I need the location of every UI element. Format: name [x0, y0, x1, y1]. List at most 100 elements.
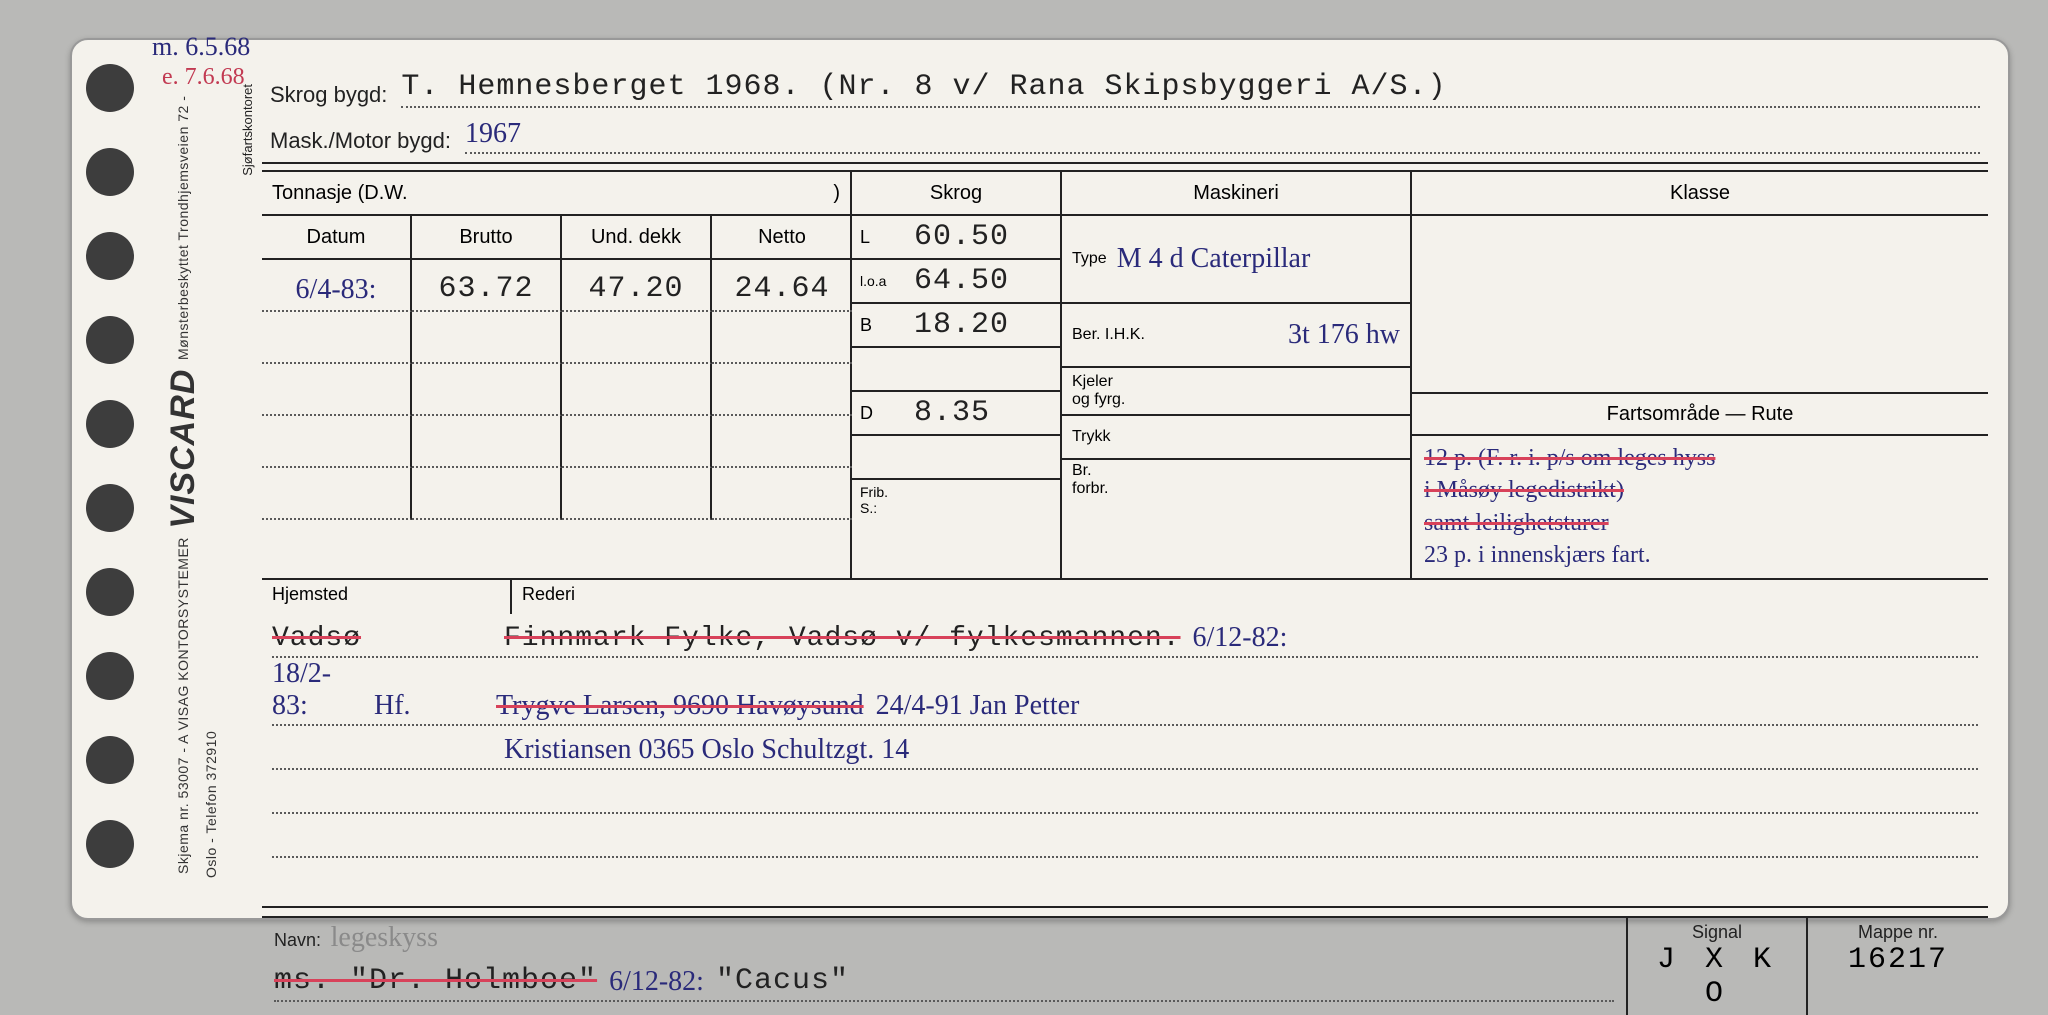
navn-cell: Navn: legeskyss ms. "Dr. Holmboe" 6/12-8…	[262, 918, 1628, 1015]
col-datum: Datum	[262, 216, 412, 258]
index-card: Skjema nr. 53007 - A VISAG KONTORSYSTEME…	[70, 38, 2010, 920]
skrog-bygd-value: T. Hemnesberget 1968. (Nr. 8 v/ Rana Ski…	[401, 64, 1980, 108]
rederi-2: Trygve Larsen, 9690 Havøysund	[496, 690, 864, 722]
tonnasje-close: )	[833, 182, 840, 205]
hr-line-blank	[272, 770, 1978, 814]
imprint-sjofartskontoret: Sjøfartskontoret	[240, 84, 255, 176]
maskineri-trykk-row: Trykk	[1062, 416, 1410, 460]
mappe-label: Mappe nr.	[1820, 922, 1976, 943]
navn-line: ms. "Dr. Holmboe" 6/12-82: "Cacus"	[274, 954, 1614, 1002]
skrog-header: Skrog	[852, 172, 1062, 216]
klasse-empty	[1412, 216, 1988, 392]
rederi-1-date: 6/12-82:	[1193, 622, 1288, 654]
imprint-line-1: Skjema nr. 53007 - A VISAG KONTORSYSTEME…	[175, 537, 191, 874]
maskineri-ber-row: Ber. I.H.K. 3t 176 hw	[1062, 304, 1410, 368]
skrog-loa-row: l.o.a 64.50	[852, 260, 1060, 304]
skrog-B-row: B 18.20	[852, 304, 1060, 348]
klasse-header: Klasse	[1412, 172, 1988, 216]
navn-previous: ms. "Dr. Holmboe"	[274, 964, 597, 998]
maskineri-ber-value: 3t 176 hw	[1288, 319, 1400, 351]
header-divider	[262, 162, 1988, 164]
col-und-dekk: Und. dekk	[562, 216, 712, 258]
signal-label: Signal	[1640, 922, 1794, 943]
margin-note-2: e. 7.6.68	[162, 64, 245, 91]
punch-hole	[86, 148, 134, 196]
punch-hole	[86, 484, 134, 532]
tonnasje-row: 6/4-83: 63.72 47.20 24.64	[262, 260, 850, 312]
header-skrog-bygd: Skrog bygd: T. Hemnesberget 1968. (Nr. 8…	[262, 64, 1988, 110]
hr-line-3: Kristiansen 0365 Oslo Schultzgt. 14	[272, 726, 1978, 770]
punch-hole	[86, 736, 134, 784]
navn-change-date: 6/12-82:	[609, 966, 704, 998]
tonnasje-datum: 6/4-83:	[262, 260, 412, 312]
fartsomrade-notes: 12 p. (F. r. i. p/s om leges hyss i Måsø…	[1412, 436, 1988, 578]
klasse-column: Fartsområde — Rute 12 p. (F. r. i. p/s o…	[1412, 216, 1988, 578]
skrog-frib-row: Frib. S.:	[852, 480, 1060, 520]
tonnasje-row	[262, 364, 850, 416]
tonnasje-rows: 6/4-83: 63.72 47.20 24.64	[262, 260, 850, 524]
imprint-brand: VISCARD	[164, 369, 202, 529]
skrog-L-value: 60.50	[914, 220, 1009, 254]
card-content: m. 6.5.68 e. 7.6.68 Skrog bygd: T. Hemne…	[262, 50, 1988, 898]
skrog-blank-row	[852, 348, 1060, 392]
header-motor-bygd: Mask./Motor bygd: 1967	[262, 110, 1988, 156]
motor-bygd-label: Mask./Motor bygd:	[270, 128, 457, 154]
skrog-D-label: D	[860, 403, 904, 424]
main-grid: Tonnasje (D.W. ) Skrog Maskineri Klasse …	[262, 170, 1988, 578]
skrog-D-row: D 8.35	[852, 392, 1060, 436]
skrog-column: L 60.50 l.o.a 64.50 B 18.20 D 8.35	[852, 216, 1062, 578]
maskineri-header: Maskineri	[1062, 172, 1412, 216]
tonnasje-row	[262, 312, 850, 364]
rederi-1: Finnmark Fylke, Vadsø v/ fylkesmannen.	[504, 623, 1181, 654]
maskineri-br-label: Br. forbr.	[1072, 462, 1108, 497]
maskineri-trykk-label: Trykk	[1072, 428, 1111, 446]
tonnasje-netto: 24.64	[712, 260, 852, 312]
hr-line-2-date: 18/2-83:	[272, 658, 362, 722]
col-netto: Netto	[712, 216, 852, 258]
hjemsted-1: Vadsø	[272, 623, 492, 654]
punch-holes	[84, 40, 144, 918]
hjemsted-2: Hf.	[374, 690, 484, 722]
mappe-value: 16217	[1820, 943, 1976, 977]
punch-hole	[86, 820, 134, 868]
col-brutto: Brutto	[412, 216, 562, 258]
signal-cell: Signal J X K O	[1628, 918, 1808, 1015]
navn-handwritten: legeskyss	[331, 922, 438, 953]
skrog-loa-label: l.o.a	[860, 273, 904, 289]
farts-note-2: i Måsøy legedistrikt)	[1424, 474, 1976, 506]
punch-hole	[86, 64, 134, 112]
hr-line-2: 18/2-83: Hf. Trygve Larsen, 9690 Havøysu…	[272, 658, 1978, 726]
maskineri-column: Type M 4 d Caterpillar Ber. I.H.K. 3t 17…	[1062, 216, 1412, 578]
card-vertical-imprint: Skjema nr. 53007 - A VISAG KONTORSYSTEME…	[164, 90, 244, 878]
tonnasje-brutto: 63.72	[412, 260, 562, 312]
punch-hole	[86, 568, 134, 616]
tonnasje-row	[262, 416, 850, 468]
maskineri-type-label: Type	[1072, 250, 1107, 268]
maskineri-kjeler-row: Kjeler og fyrg.	[1062, 368, 1410, 416]
tonnasje-column: Datum Brutto Und. dekk Netto 6/4-83: 63.…	[262, 216, 852, 578]
maskineri-type-row: Type M 4 d Caterpillar	[1062, 216, 1410, 304]
skrog-loa-value: 64.50	[914, 264, 1009, 298]
skrog-L-row: L 60.50	[852, 216, 1060, 260]
punch-hole	[86, 316, 134, 364]
punch-hole	[86, 232, 134, 280]
hr-line-blank	[272, 858, 1978, 902]
tonnasje-label: Tonnasje (D.W.	[272, 182, 408, 205]
punch-hole	[86, 400, 134, 448]
mappe-cell: Mappe nr. 16217	[1808, 918, 1988, 1015]
hjemsted-rederi-lines: Vadsø Finnmark Fylke, Vadsø v/ fylkesman…	[262, 614, 1988, 906]
skrog-D-value: 8.35	[914, 396, 990, 430]
punch-hole	[86, 652, 134, 700]
maskineri-ber-label: Ber. I.H.K.	[1072, 326, 1145, 344]
skrog-frib-label: Frib. S.:	[860, 484, 904, 516]
tonnasje-header: Tonnasje (D.W. )	[262, 172, 852, 216]
hjemsted-label: Hjemsted	[262, 580, 512, 614]
hr-line-blank	[272, 814, 1978, 858]
tonnasje-row	[262, 468, 850, 520]
skrog-B-value: 18.20	[914, 308, 1009, 342]
rederi-label: Rederi	[512, 580, 1988, 614]
margin-note-1: m. 6.5.68	[152, 32, 250, 62]
skrog-blank-row	[852, 436, 1060, 480]
hjemsted-rederi-block: Hjemsted Rederi Vadsø Finnmark Fylke, Va…	[262, 578, 1988, 908]
hjemsted-rederi-header: Hjemsted Rederi	[262, 580, 1988, 614]
